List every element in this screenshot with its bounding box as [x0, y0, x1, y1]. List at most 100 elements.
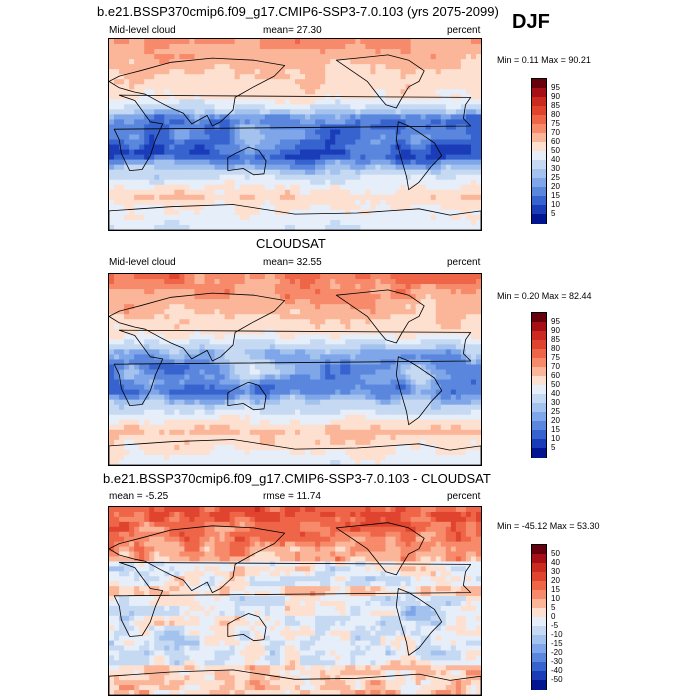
colorbar-level-label: 95 — [551, 317, 560, 326]
colorbar-segment — [532, 545, 546, 555]
colorbar-level-label: 85 — [551, 335, 560, 344]
colorbar-level-label: 75 — [551, 119, 560, 128]
colorbar-level-label: 40 — [551, 155, 560, 164]
panel-1-mean-label: mean= 27.30 — [263, 25, 322, 36]
colorbar-segment — [532, 151, 546, 161]
panel-2-title: CLOUDSAT — [256, 236, 326, 251]
colorbar-level-label: 15 — [551, 191, 560, 200]
colorbar-level-label: 10 — [551, 200, 560, 209]
panel-3-map — [108, 506, 482, 696]
colorbar-level-label: 50 — [551, 380, 560, 389]
colorbar-segment — [532, 635, 546, 645]
panel-1-field — [109, 39, 481, 230]
coastline-outlines — [109, 522, 481, 695]
colorbar-segment — [532, 322, 546, 332]
colorbar-level-label: 90 — [551, 92, 560, 101]
colorbar-segment — [532, 403, 546, 413]
colorbar-level-label: 5 — [551, 443, 556, 452]
colorbar-segment — [532, 421, 546, 431]
colorbar-segment — [532, 178, 546, 188]
colorbar-segment — [532, 617, 546, 627]
colorbar-level-label: -5 — [551, 621, 559, 630]
panel-3-minmax: Min = -45.12 Max = 53.30 — [497, 521, 600, 531]
panel-1-units: percent — [447, 25, 481, 36]
colorbar-segment — [532, 554, 546, 564]
colorbar-segment — [532, 671, 546, 681]
colorbar-segment — [532, 340, 546, 350]
colorbar-segment — [532, 97, 546, 107]
colorbar-level-label: 70 — [551, 128, 560, 137]
coastline-outlines — [109, 289, 481, 465]
colorbar-level-label: 5 — [551, 603, 556, 612]
colorbar-box — [531, 78, 547, 224]
colorbar-level-label: 80 — [551, 110, 560, 119]
colorbar-level-label: 50 — [551, 549, 560, 558]
field-cells — [109, 274, 481, 465]
panel-3-field — [109, 507, 481, 695]
colorbar-level-label: 25 — [551, 407, 560, 416]
colorbar-level-label: 30 — [551, 164, 560, 173]
panel-2-units: percent — [447, 257, 481, 268]
colorbar-level-label: -20 — [551, 648, 563, 657]
colorbar-segment — [532, 169, 546, 179]
colorbar-level-label: 25 — [551, 173, 560, 182]
panel-3-left-label: mean = -5.25 — [109, 491, 169, 502]
colorbar-segment — [532, 412, 546, 422]
colorbar-segment — [532, 653, 546, 663]
colorbar-level-label: 80 — [551, 344, 560, 353]
colorbar-segment — [532, 214, 546, 224]
panel-2-field — [109, 274, 481, 465]
colorbar-segment — [532, 680, 546, 690]
panel-3-title: b.e21.BSSP370cmip6.f09_g17.CMIP6-SSP3-7.… — [103, 471, 491, 486]
colorbar-segment — [532, 205, 546, 215]
colorbar-level-label: -40 — [551, 666, 563, 675]
colorbar-level-label: 5 — [551, 209, 556, 218]
colorbar-segment — [532, 142, 546, 152]
colorbar-segment — [532, 590, 546, 600]
colorbar-segment — [532, 187, 546, 197]
season-label: DJF — [512, 11, 550, 33]
panel-2-mean-label: mean= 32.55 — [263, 257, 322, 268]
coastline-outlines — [109, 54, 481, 230]
colorbar-level-label: 0 — [551, 612, 556, 621]
colorbar-level-label: 30 — [551, 567, 560, 576]
colorbar-segment — [532, 133, 546, 143]
colorbar-segment — [532, 115, 546, 125]
colorbar-segment — [532, 331, 546, 341]
colorbar-level-label: 15 — [551, 425, 560, 434]
colorbar-level-label: 40 — [551, 389, 560, 398]
colorbar-level-label: -15 — [551, 639, 563, 648]
panel-2-left-label: Mid-level cloud — [109, 257, 176, 268]
panel-3-rmse-label: rmse = 11.74 — [263, 491, 321, 502]
panel-1-minmax: Min = 0.11 Max = 90.21 — [497, 55, 591, 65]
panel-3-colorbar: 50 40 30 20 15 10 5 0 -5 -10 -15 -20 -30 -40 -50 — [531, 544, 591, 694]
colorbar-segment — [532, 572, 546, 582]
panel-2-minmax: Min = 0.20 Max = 82.44 — [497, 291, 592, 301]
colorbar-level-label: 85 — [551, 101, 560, 110]
colorbar-segment — [532, 196, 546, 206]
colorbar-segment — [532, 563, 546, 573]
colorbar-level-label: 20 — [551, 576, 560, 585]
colorbar-level-label: -50 — [551, 675, 563, 684]
colorbar-segment — [532, 581, 546, 591]
colorbar-level-label: -10 — [551, 630, 563, 639]
colorbar-segment — [532, 439, 546, 449]
colorbar-segment — [532, 430, 546, 440]
colorbar-segment — [532, 394, 546, 404]
panel-1-map — [108, 38, 482, 231]
colorbar-segment — [532, 644, 546, 654]
colorbar-segment — [532, 662, 546, 672]
colorbar-segment — [532, 358, 546, 368]
field-cells — [109, 507, 481, 695]
panel-1-left-label: Mid-level cloud — [109, 25, 176, 36]
colorbar-box — [531, 544, 547, 690]
colorbar-segment — [532, 385, 546, 395]
colorbar-box — [531, 312, 547, 458]
colorbar-level-label: 30 — [551, 398, 560, 407]
colorbar-level-label: 70 — [551, 362, 560, 371]
colorbar-level-label: 75 — [551, 353, 560, 362]
colorbar-level-label: 50 — [551, 146, 560, 155]
panel-2-map — [108, 273, 482, 466]
colorbar-segment — [532, 367, 546, 377]
panel-1-title: b.e21.BSSP370cmip6.f09_g17.CMIP6-SSP3-7.… — [97, 4, 499, 19]
